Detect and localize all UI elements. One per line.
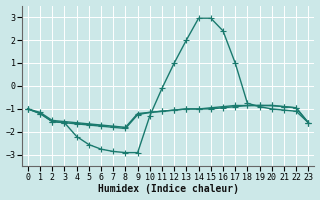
X-axis label: Humidex (Indice chaleur): Humidex (Indice chaleur) [98, 184, 239, 194]
